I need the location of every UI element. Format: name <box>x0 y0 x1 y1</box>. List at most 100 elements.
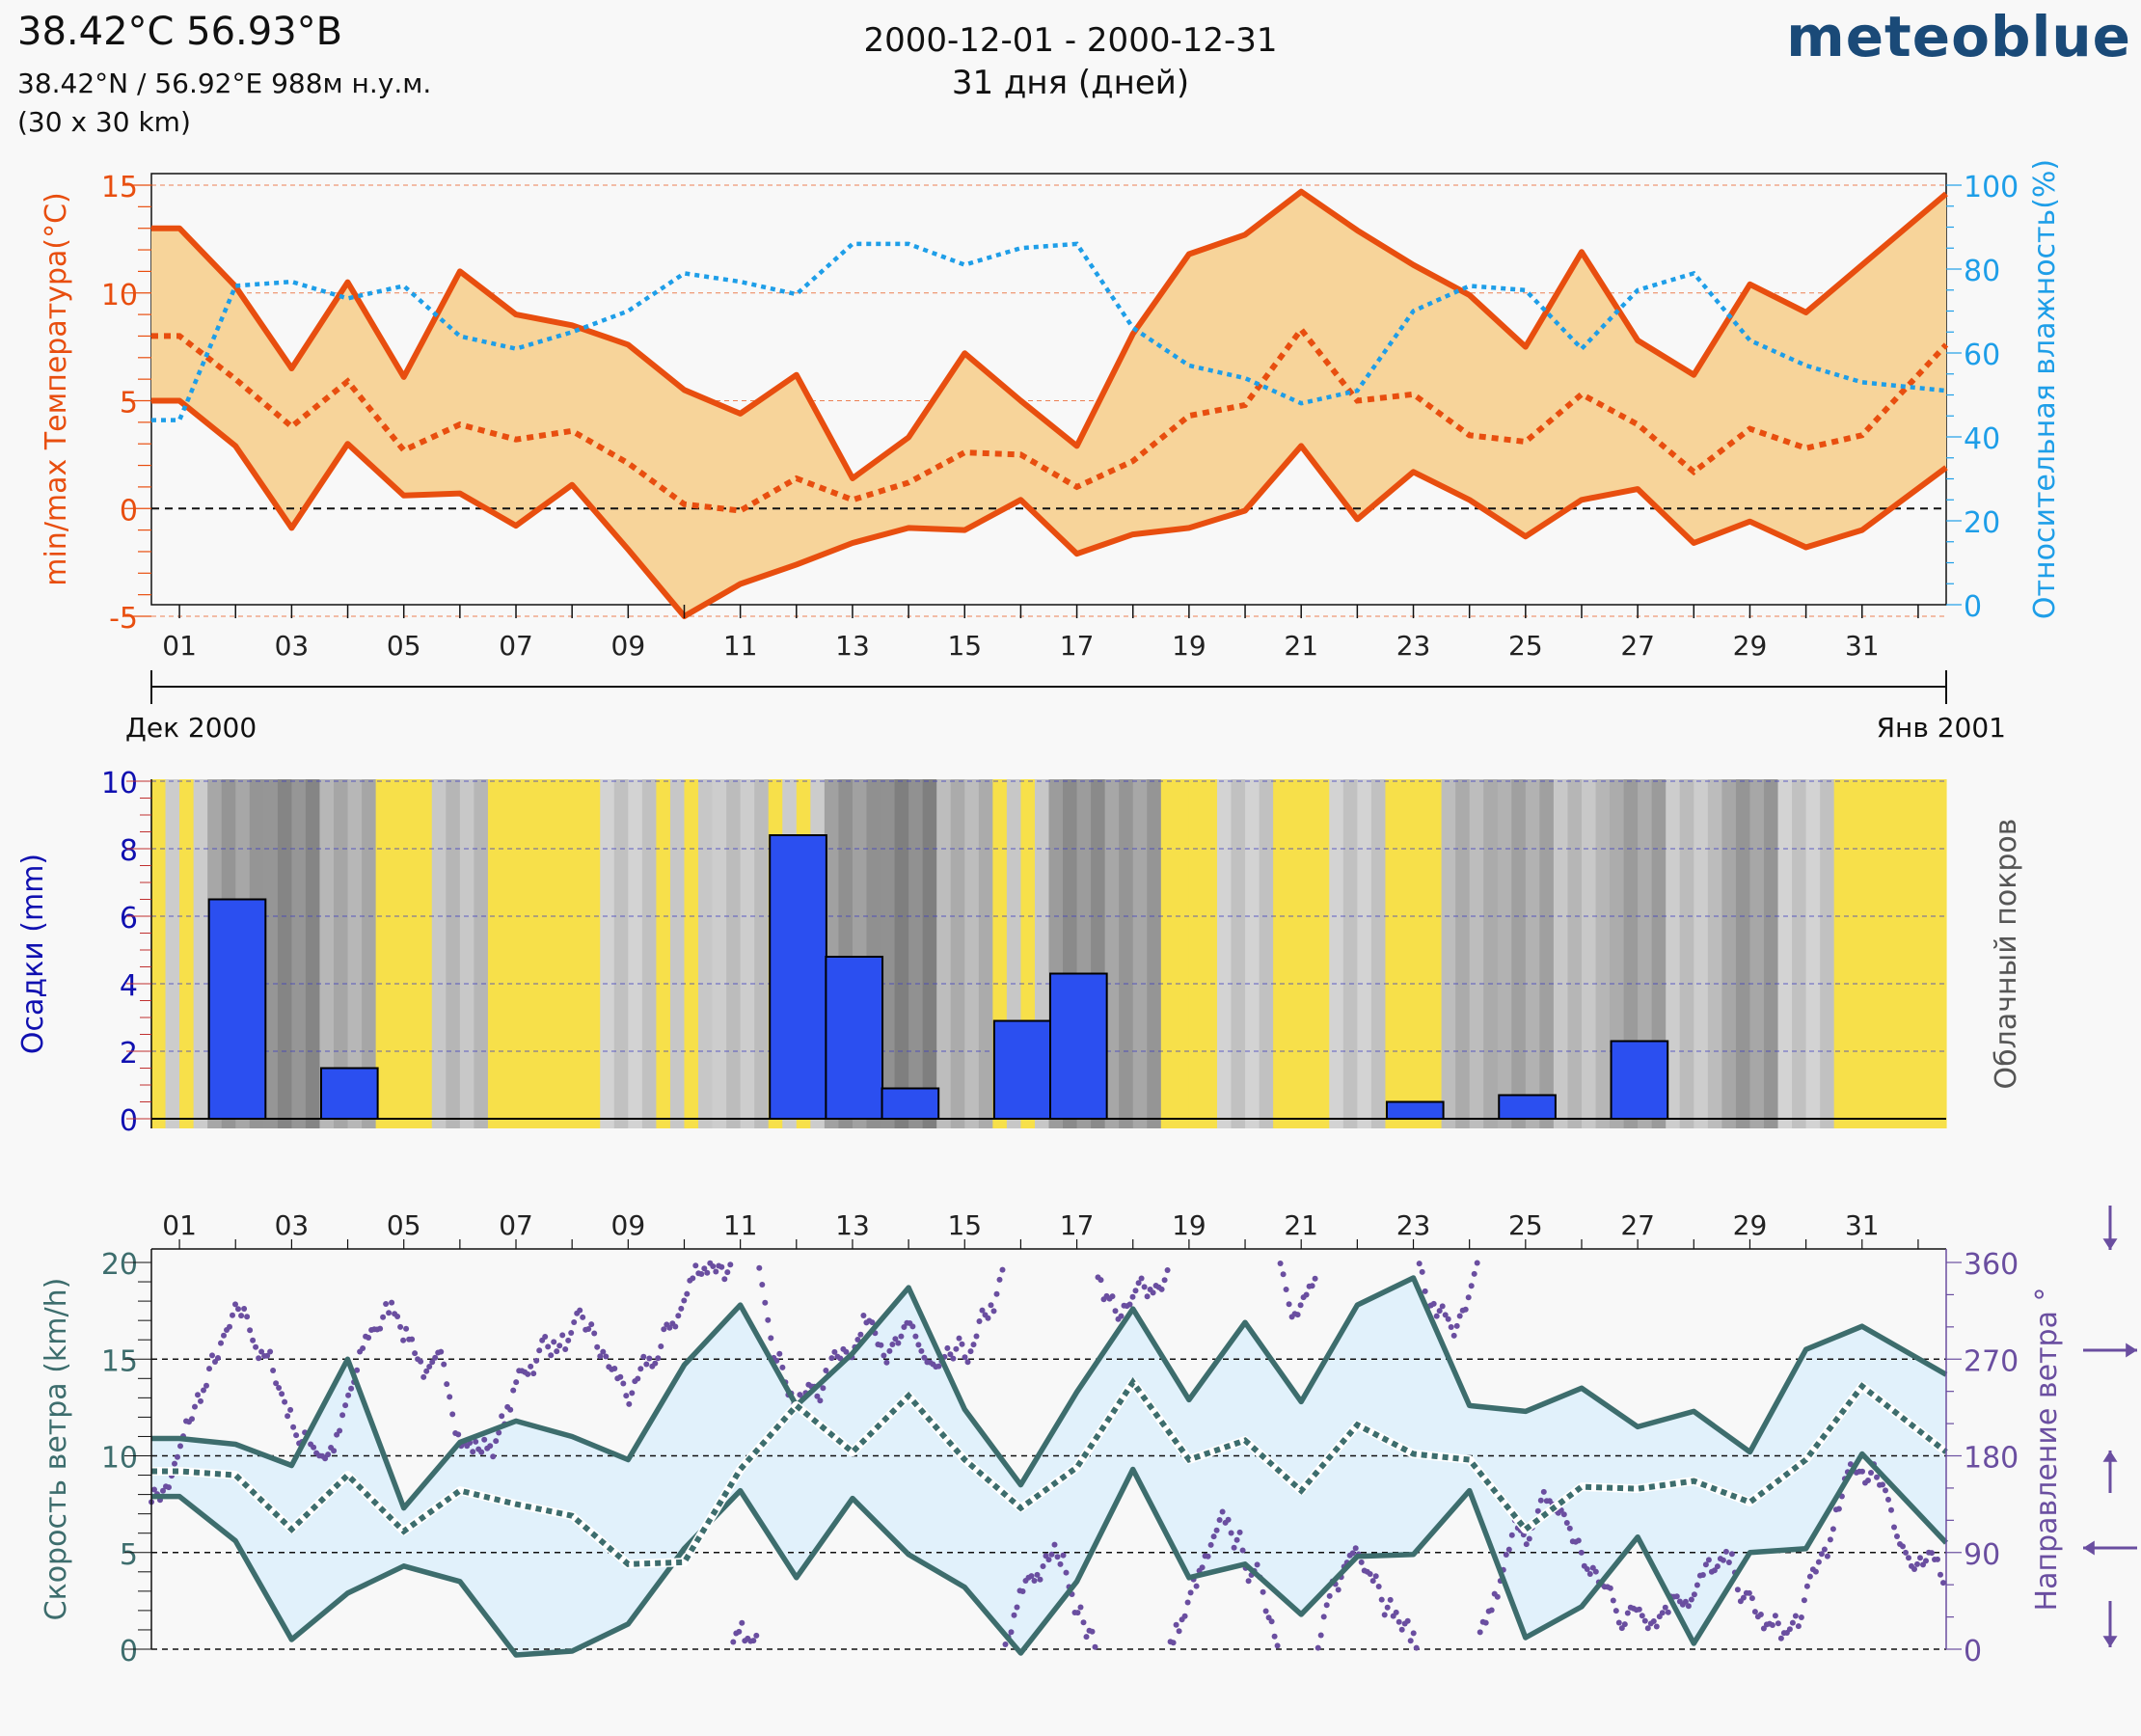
cloud-cover-stripe <box>894 779 909 1128</box>
cloud-cover-stripe <box>347 779 363 1128</box>
cloud-cover-stripe <box>1413 779 1428 1128</box>
wind-direction-dot <box>768 1335 774 1342</box>
wind-direction-dot <box>967 1348 974 1355</box>
cloud-cover-stripe <box>1175 779 1190 1128</box>
wind-direction-dot <box>1477 1629 1483 1636</box>
cloud-cover-stripe <box>1314 779 1330 1128</box>
wind-direction-dot <box>1526 1535 1532 1542</box>
wind-direction-dot <box>334 1431 340 1438</box>
cloud-cover-stripe <box>964 779 980 1128</box>
wind-direction-dot <box>1453 1322 1460 1329</box>
wind-direction-dot <box>1014 1604 1020 1611</box>
month-label-end: Янв 2001 <box>1877 712 2006 744</box>
wind-direction-dot <box>1566 1525 1573 1532</box>
cloud-cover-stripe <box>165 779 180 1128</box>
wind-speed-tick-label: 20 <box>101 1248 138 1282</box>
wind-direction-dot <box>1702 1561 1709 1568</box>
wind-direction-dot <box>403 1325 410 1332</box>
wind-direction-dot <box>481 1436 488 1443</box>
wind-direction-dot <box>545 1343 552 1350</box>
wind-direction-dot <box>1456 1313 1463 1319</box>
wind-direction-dot <box>276 1385 283 1391</box>
wind-direction-dot <box>878 1342 884 1348</box>
wind-direction-dot <box>1170 1640 1177 1646</box>
wind-direction-dot <box>1923 1558 1929 1564</box>
cloud-cover-stripe <box>656 779 671 1128</box>
wind-direction-dot <box>762 1299 769 1306</box>
wind-direction-dot <box>1407 1638 1414 1644</box>
wind-direction-dot <box>423 1368 430 1374</box>
wind-direction-dot <box>1818 1551 1825 1558</box>
wind-direction-dot <box>426 1364 433 1370</box>
precipitation-bar <box>1498 1094 1557 1120</box>
wind-direction-dot <box>1184 1599 1191 1606</box>
wind-direction-dot <box>1769 1622 1775 1628</box>
cloud-cover-stripe <box>1216 779 1233 1128</box>
wind-direction-dot <box>1714 1563 1721 1570</box>
wind-direction-dot <box>1903 1549 1909 1556</box>
cloud-cover-stripe <box>459 779 474 1128</box>
wind-direction-dot <box>551 1339 557 1345</box>
precipitation-bar <box>207 898 267 1120</box>
day-tick-label: 17 <box>1060 630 1095 662</box>
wind-direction-dot <box>1028 1573 1035 1580</box>
wind-direction-dot <box>889 1342 896 1347</box>
wind-direction-dot <box>1422 1288 1428 1294</box>
wind-direction-dot <box>1054 1554 1061 1560</box>
wind-direction-dot <box>1586 1571 1593 1577</box>
wind-direction-dot <box>568 1330 575 1336</box>
wind-direction-dot <box>730 1639 737 1645</box>
wind-direction-dot <box>556 1343 563 1349</box>
wind-direction-dot <box>1885 1496 1891 1503</box>
wind-direction-dot <box>611 1366 618 1371</box>
wind-direction-dot <box>860 1313 867 1318</box>
precipitation-tick-label: 4 <box>120 969 138 1003</box>
day-tick-label: 01 <box>162 630 197 662</box>
wind-direction-dot <box>510 1387 517 1394</box>
precipitation-bar <box>825 956 884 1120</box>
wind-direction-dot <box>953 1345 960 1352</box>
wind-direction-dot <box>348 1385 355 1392</box>
wind-direction-dot <box>1393 1609 1399 1615</box>
cloud-cover-stripe <box>1721 779 1737 1128</box>
wind-direction-dot <box>1118 1313 1125 1319</box>
wind-day-tick-label: 09 <box>611 1209 646 1241</box>
wind-direction-dot <box>1906 1555 1911 1561</box>
grid-resolution: (30 x 30 km) <box>17 106 191 138</box>
cloud-cover-stripe <box>375 779 391 1128</box>
wind-direction-dot <box>1210 1533 1217 1540</box>
wind-speed-tick-label: 15 <box>101 1344 138 1378</box>
cloud-cover-stripe <box>544 779 559 1128</box>
wind-direction-dot <box>1474 1260 1480 1266</box>
temperature-tick-label: 0 <box>120 494 138 528</box>
wind-direction-dot <box>1734 1587 1741 1593</box>
wind-direction-dot <box>1323 1602 1330 1609</box>
wind-direction-dot <box>409 1336 416 1343</box>
cloud-cover-stripe <box>151 779 167 1128</box>
wind-direction-dot <box>1138 1275 1145 1282</box>
wind-direction-dot <box>1126 1301 1133 1308</box>
wind-direction-dot <box>661 1326 667 1333</box>
wind-direction-dot <box>232 1301 238 1308</box>
wind-direction-dot <box>600 1348 607 1355</box>
meteoblue-logo[interactable]: meteoblue <box>1786 4 2131 69</box>
wind-direction-dot <box>1699 1572 1706 1578</box>
wind-direction-dot <box>1929 1550 1935 1557</box>
cloud-cover-stripe <box>1342 779 1358 1128</box>
wind-direction-dot <box>536 1347 543 1354</box>
precipitation-tick-label: 8 <box>120 834 138 868</box>
wind-direction-dot <box>1448 1324 1454 1330</box>
wind-direction-tick-label: 360 <box>1964 1248 2019 1282</box>
cloud-cover-stripe <box>1132 779 1148 1128</box>
wind-direction-dot <box>264 1352 271 1359</box>
wind-direction-dot <box>1665 1609 1671 1615</box>
wind-direction-dot <box>1225 1516 1232 1523</box>
wind-direction-dot <box>580 1314 586 1320</box>
wind-direction-dot <box>1578 1549 1585 1556</box>
wind-day-tick-label: 23 <box>1396 1209 1431 1241</box>
cloud-cover-stripe <box>1357 779 1372 1128</box>
wind-direction-dot <box>1326 1592 1333 1599</box>
wind-direction-dot <box>1077 1604 1084 1611</box>
wind-direction-dot <box>1277 1261 1284 1266</box>
coordinates-elevation: 38.42°N / 56.92°E 988м н.у.м. <box>17 68 432 99</box>
